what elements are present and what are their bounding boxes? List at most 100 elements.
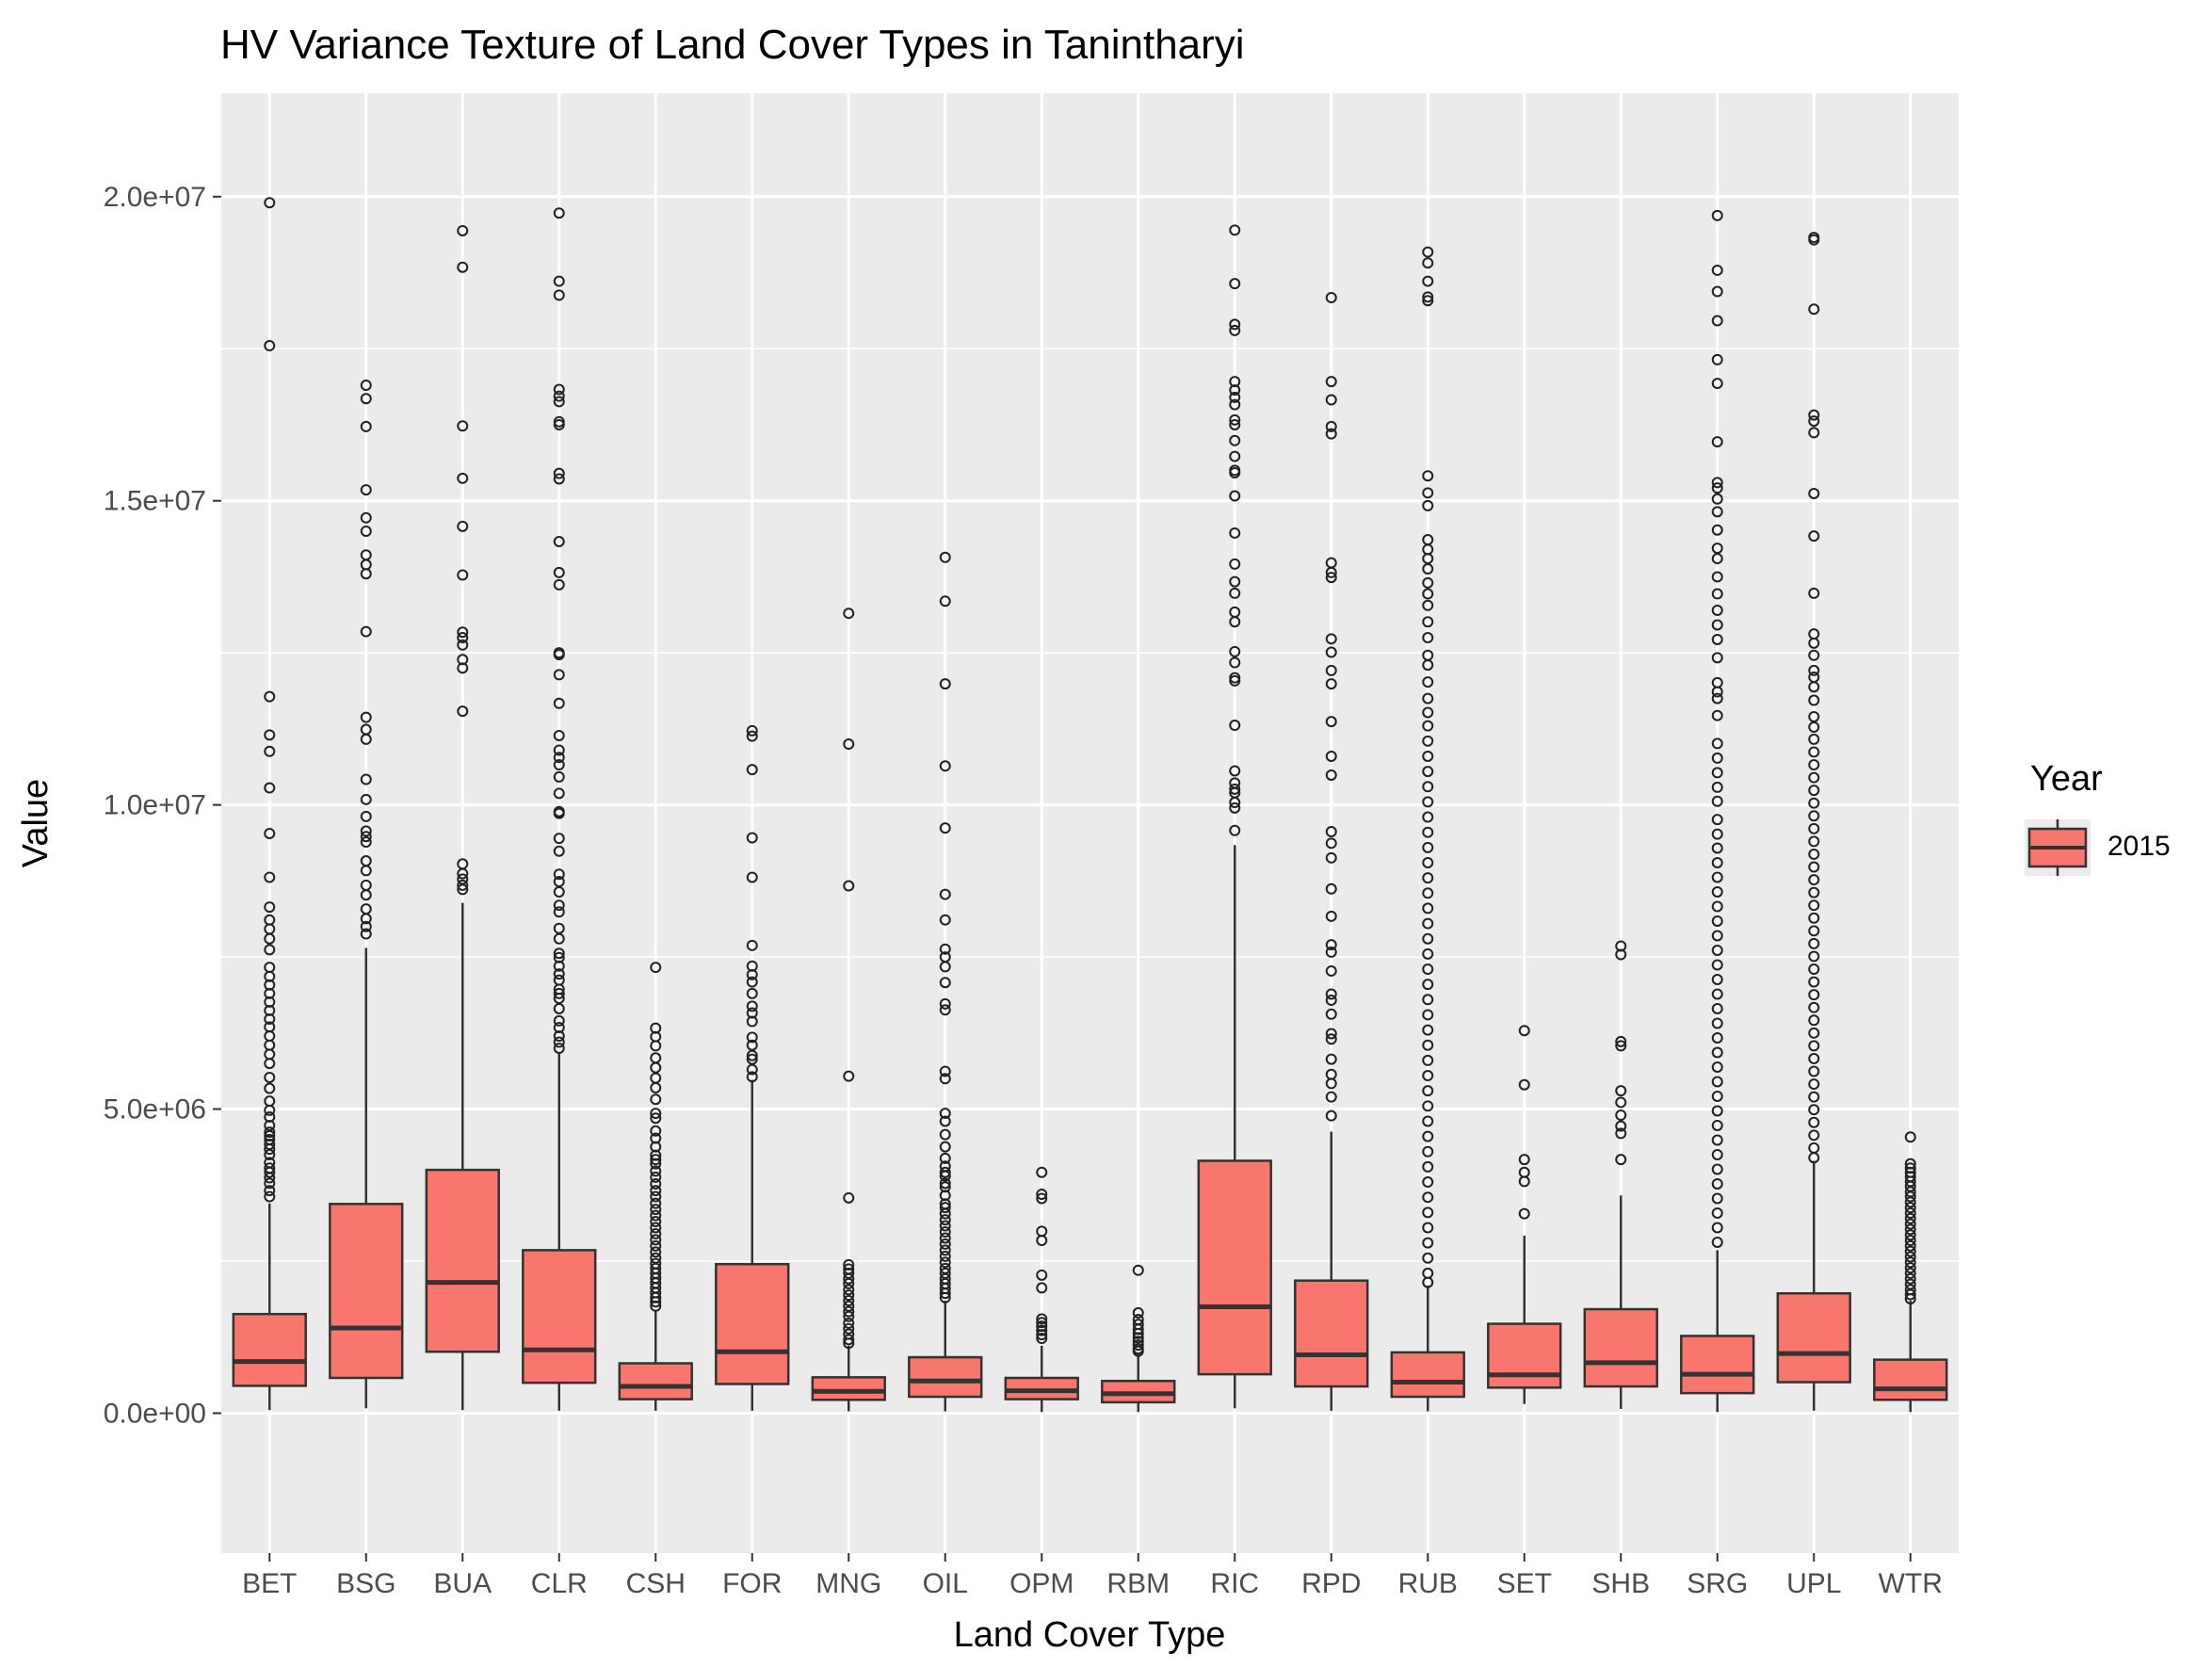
outlier-point (360, 865, 372, 877)
outlier-point (553, 396, 565, 408)
axes: 0.0e+00 5.0e+06 1.0e+07 1.5e+07 2.0e+07 BET BS… (104, 182, 1943, 1599)
outlier-point (264, 1012, 276, 1025)
iqr-box (908, 1355, 983, 1399)
outlier-point (650, 1125, 662, 1137)
outlier-point (1711, 285, 1723, 298)
y-tick-label: 2.0e+07 (104, 182, 206, 213)
outlier-point (1422, 588, 1434, 600)
legend-key-2015 (2025, 819, 2091, 876)
outlier-point (1904, 1229, 1916, 1241)
outlier-point (746, 1063, 758, 1076)
outlier-point (1422, 1085, 1434, 1097)
outlier-point (1229, 384, 1241, 397)
outlier-point (650, 1204, 662, 1216)
outlier-point (1422, 750, 1434, 762)
outlier-point (264, 827, 276, 839)
outlier-point (553, 744, 565, 756)
outlier-point (939, 551, 951, 563)
outlier-point (1229, 413, 1241, 426)
outlier-point (1229, 558, 1241, 570)
outlier-point (1036, 1235, 1048, 1247)
outlier-point (1711, 506, 1723, 518)
outlier-point (650, 1158, 662, 1170)
x-tick-label: RIC (1210, 1568, 1259, 1599)
outlier-point (264, 745, 276, 757)
outlier-point (1904, 1196, 1916, 1208)
outlier-point (1711, 1134, 1723, 1146)
outlier-point (1711, 795, 1723, 807)
outlier-point (553, 899, 565, 912)
outlier-point (939, 1152, 951, 1164)
outlier-point (1711, 885, 1723, 898)
outlier-point (1422, 811, 1434, 823)
outlier-point (1036, 1317, 1048, 1329)
outlier-point (1422, 735, 1434, 747)
outlier-point (939, 1291, 951, 1304)
outlier-point (1808, 1014, 1820, 1027)
outlier-point (650, 1234, 662, 1246)
box-bsg (329, 380, 404, 1409)
outlier-point (1711, 842, 1723, 854)
outlier-point (264, 871, 276, 883)
outlier-point (264, 1172, 276, 1184)
plot-panel (221, 93, 1959, 1553)
box-for (715, 724, 790, 1411)
outlier-point (1711, 1119, 1723, 1131)
x-tick-label: BET (242, 1568, 297, 1599)
outlier-point (1711, 686, 1723, 698)
outlier-point (1904, 1235, 1916, 1247)
outlier-point (939, 1226, 951, 1238)
outlier-point (1422, 1237, 1434, 1249)
iqr-box (1294, 1279, 1369, 1388)
outlier-point (553, 1042, 565, 1054)
outlier-point (1808, 694, 1820, 706)
x-tick-label: SHB (1591, 1568, 1650, 1599)
outlier-point (1422, 1276, 1434, 1288)
outlier-point (1615, 1040, 1627, 1052)
outlier-point (1615, 1154, 1627, 1166)
outlier-point (843, 1289, 855, 1302)
x-tick-label: RUB (1398, 1568, 1458, 1599)
outlier-point (843, 1294, 855, 1306)
box-srg (1680, 209, 1755, 1413)
outlier-point (939, 1214, 951, 1226)
outlier-point (1325, 394, 1337, 406)
outlier-point (1422, 257, 1434, 269)
outlier-point (360, 825, 372, 837)
box-rpd (1294, 292, 1369, 1411)
outlier-point (1422, 720, 1434, 732)
outlier-point (1808, 1152, 1820, 1164)
outlier-point (939, 595, 951, 607)
outlier-point (1325, 566, 1337, 578)
y-tick-label: 5.0e+06 (104, 1094, 206, 1125)
outlier-point (1229, 720, 1241, 732)
x-tick-label: SET (1497, 1568, 1552, 1599)
outlier-point (360, 810, 372, 822)
outlier-point (1036, 1313, 1048, 1325)
outlier-point (553, 947, 565, 960)
outlier-point (1904, 1223, 1916, 1236)
outlier-point (1422, 1191, 1434, 1204)
box-rub (1390, 246, 1465, 1412)
outlier-point (1808, 664, 1820, 676)
outlier-point (457, 261, 469, 273)
outlier-point (1422, 856, 1434, 868)
outlier-point (1229, 587, 1241, 599)
outlier-point (264, 1082, 276, 1094)
outlier-point (1808, 1052, 1820, 1064)
outlier-point (1711, 930, 1723, 942)
outlier-point (1711, 1002, 1723, 1014)
outlier-point (746, 968, 758, 980)
outlier-point (1808, 848, 1820, 860)
outlier-point (1711, 814, 1723, 826)
outlier-point (1711, 436, 1723, 448)
outlier-point (650, 1222, 662, 1234)
outlier-point (1422, 841, 1434, 853)
outlier-point (553, 390, 565, 402)
outlier-point (939, 1065, 951, 1077)
outlier-point (360, 526, 372, 537)
outlier-point (1325, 572, 1337, 584)
outlier-point (1711, 619, 1723, 631)
outlier-point (1711, 1105, 1723, 1117)
outlier-point (1808, 303, 1820, 316)
